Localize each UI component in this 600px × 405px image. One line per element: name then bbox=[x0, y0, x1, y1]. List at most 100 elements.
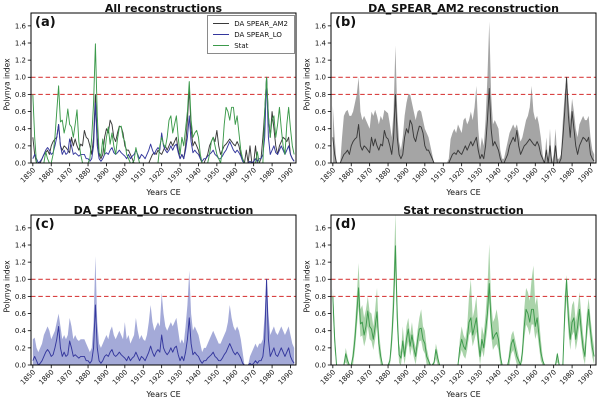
y-tick-label: 1.0 bbox=[15, 74, 26, 82]
x-tick-label: 1980 bbox=[558, 368, 576, 386]
x-tick-label: 1860 bbox=[37, 166, 55, 184]
panel-a-xlabel: Years CE bbox=[146, 188, 181, 197]
y-tick-label: 0.0 bbox=[315, 361, 326, 369]
panel-c-ylabel: Polynya index bbox=[2, 260, 12, 313]
legend-label: Stat bbox=[234, 41, 249, 50]
x-tick-label: 1950 bbox=[203, 368, 221, 386]
y-tick-label: 1.2 bbox=[15, 259, 26, 267]
x-tick-label: 1890 bbox=[393, 368, 411, 386]
series-line-am2 bbox=[332, 76, 595, 163]
y-tick-label: 1.0 bbox=[15, 276, 26, 284]
x-tick-label: 1890 bbox=[93, 166, 111, 184]
panel-d-plot: 1850 1860 1870 1880 1890 1900 1910 1920 1930 1940… bbox=[315, 214, 597, 387]
x-tick-label: 1900 bbox=[411, 166, 429, 184]
y-tick-label: 0.4 bbox=[315, 327, 327, 335]
x-tick-label: 1860 bbox=[337, 368, 355, 386]
x-tick-label: 1990 bbox=[277, 368, 295, 386]
y-tick-label: 0.8 bbox=[15, 91, 26, 99]
x-tick-label: 1890 bbox=[93, 368, 111, 386]
panel-a-title: All reconstructions bbox=[104, 2, 223, 15]
x-tick-label: 1850 bbox=[319, 166, 337, 184]
x-tick-label: 1950 bbox=[503, 166, 521, 184]
y-tick-label: 0.2 bbox=[15, 142, 26, 150]
y-tick-label: 1.4 bbox=[15, 241, 27, 249]
uncertainty-band bbox=[332, 21, 595, 163]
panel-c-letter: (c) bbox=[35, 217, 55, 232]
x-tick-label: 1850 bbox=[19, 166, 37, 184]
x-tick-label: 1960 bbox=[521, 166, 539, 184]
x-tick-label: 1920 bbox=[148, 368, 166, 386]
x-tick-label: 1980 bbox=[258, 368, 276, 386]
y-tick-label: 0.0 bbox=[315, 159, 326, 167]
y-tick-label: 1.2 bbox=[315, 259, 326, 267]
legend-line-swatch bbox=[213, 34, 230, 35]
y-tick-label: 1.6 bbox=[315, 22, 327, 30]
x-tick-label: 1900 bbox=[111, 166, 129, 184]
legend-line-swatch bbox=[213, 23, 230, 24]
y-tick-label: 0.8 bbox=[315, 91, 326, 99]
x-tick-label: 1920 bbox=[448, 166, 466, 184]
y-tick-label: 0.2 bbox=[315, 344, 326, 352]
legend-item: DA SPEAR_LO bbox=[213, 29, 288, 40]
x-tick-label: 1870 bbox=[356, 368, 374, 386]
y-tick-label: 0.2 bbox=[15, 344, 26, 352]
x-tick-label: 1910 bbox=[429, 368, 447, 386]
plot-frame bbox=[330, 12, 597, 164]
x-tick-label: 1870 bbox=[56, 368, 74, 386]
x-tick-label: 1880 bbox=[74, 166, 92, 184]
y-tick-label: 0.4 bbox=[315, 125, 327, 133]
x-tick-label: 1940 bbox=[185, 166, 203, 184]
x-tick-label: 1890 bbox=[393, 166, 411, 184]
y-tick-label: 0.6 bbox=[315, 310, 327, 318]
y-tick-label: 0.0 bbox=[15, 159, 26, 167]
y-tick-label: 1.2 bbox=[315, 57, 326, 65]
panel-c-xlabel: Years CE bbox=[146, 390, 181, 399]
series-line-lo bbox=[32, 278, 295, 365]
panel-b: 1850 1860 1870 1880 1890 1900 1910 1920 1930 1940… bbox=[300, 0, 600, 202]
x-tick-label: 1930 bbox=[166, 368, 184, 386]
y-tick-label: 0.8 bbox=[15, 293, 26, 301]
y-tick-label: 1.6 bbox=[15, 22, 27, 30]
y-tick-label: 1.2 bbox=[15, 57, 26, 65]
legend-line-swatch bbox=[213, 45, 230, 46]
y-tick-label: 1.0 bbox=[315, 276, 326, 284]
y-tick-label: 1.4 bbox=[315, 39, 327, 47]
y-tick-label: 1.4 bbox=[15, 39, 27, 47]
x-tick-label: 1910 bbox=[129, 166, 147, 184]
x-tick-label: 1960 bbox=[221, 368, 239, 386]
panel-b-plot: 1850 1860 1870 1880 1890 1900 1910 1920 1930 1940… bbox=[315, 12, 597, 185]
x-tick-label: 1990 bbox=[277, 166, 295, 184]
x-tick-label: 1970 bbox=[240, 166, 258, 184]
panel-b-letter: (b) bbox=[335, 15, 357, 30]
y-tick-label: 0.4 bbox=[15, 327, 27, 335]
panel-d-title: Stat reconstruction bbox=[403, 204, 524, 217]
y-tick-label: 1.4 bbox=[315, 241, 327, 249]
y-tick-label: 0.4 bbox=[15, 125, 27, 133]
y-tick-label: 0.0 bbox=[15, 361, 26, 369]
y-tick-label: 0.6 bbox=[15, 310, 27, 318]
x-tick-label: 1910 bbox=[429, 166, 447, 184]
x-tick-label: 1990 bbox=[577, 166, 595, 184]
y-tick-label: 1.0 bbox=[315, 74, 326, 82]
panel-a-letter: (a) bbox=[35, 15, 56, 30]
series-line-stat bbox=[332, 245, 595, 365]
legend-label: DA SPEAR_AM2 bbox=[234, 19, 288, 28]
x-tick-label: 1880 bbox=[74, 368, 92, 386]
x-tick-label: 1970 bbox=[540, 368, 558, 386]
uncertainty-band bbox=[32, 256, 295, 365]
x-tick-label: 1960 bbox=[521, 368, 539, 386]
x-tick-label: 1970 bbox=[240, 368, 258, 386]
y-tick-label: 0.6 bbox=[315, 108, 327, 116]
panel-b-title: DA_SPEAR_AM2 reconstruction bbox=[368, 2, 559, 15]
x-tick-label: 1860 bbox=[37, 368, 55, 386]
x-tick-label: 1920 bbox=[448, 368, 466, 386]
x-tick-label: 1860 bbox=[337, 166, 355, 184]
panel-c-title: DA_SPEAR_LO reconstruction bbox=[73, 204, 254, 217]
panel-b-xlabel: Years CE bbox=[446, 188, 481, 197]
x-tick-label: 1940 bbox=[485, 166, 503, 184]
y-tick-label: 1.6 bbox=[15, 224, 27, 232]
y-tick-label: 0.8 bbox=[315, 293, 326, 301]
x-tick-label: 1990 bbox=[577, 368, 595, 386]
x-tick-label: 1930 bbox=[466, 166, 484, 184]
